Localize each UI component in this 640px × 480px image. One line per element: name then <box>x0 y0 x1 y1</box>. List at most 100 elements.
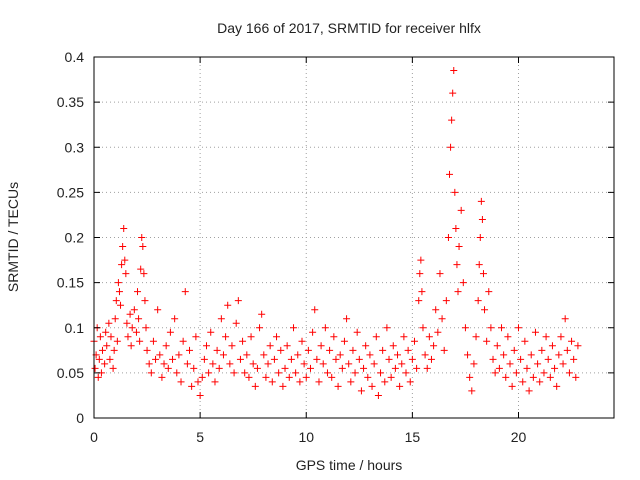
data-point <box>487 324 495 332</box>
data-point <box>568 337 576 345</box>
data-point <box>418 288 426 296</box>
data-point <box>140 270 148 278</box>
data-point <box>130 306 138 314</box>
data-point <box>519 378 527 386</box>
data-point <box>452 224 460 232</box>
data-point <box>311 306 319 314</box>
data-point <box>166 328 174 336</box>
data-point <box>123 319 131 327</box>
data-point <box>485 288 493 296</box>
data-point <box>105 319 113 327</box>
data-point <box>277 346 285 354</box>
data-point <box>447 143 455 151</box>
data-point <box>349 346 357 354</box>
data-point <box>377 369 385 377</box>
data-point <box>498 324 506 332</box>
data-point <box>421 351 429 359</box>
data-point <box>366 351 374 359</box>
data-point <box>115 288 123 296</box>
data-point <box>495 364 503 372</box>
data-point <box>205 369 213 377</box>
data-point <box>536 378 544 386</box>
data-point <box>136 337 144 345</box>
data-point <box>574 342 582 350</box>
data-point <box>302 373 310 381</box>
data-point <box>493 342 501 350</box>
data-point <box>209 360 217 368</box>
data-point <box>127 342 135 350</box>
data-point <box>192 333 200 341</box>
data-point <box>450 67 458 75</box>
data-point <box>508 382 516 390</box>
data-point <box>243 351 251 359</box>
data-point <box>565 369 573 377</box>
data-point <box>134 288 142 296</box>
data-point <box>464 351 472 359</box>
data-point <box>478 215 486 223</box>
data-point <box>432 306 440 314</box>
data-point <box>472 333 480 341</box>
data-point <box>538 346 546 354</box>
data-point <box>132 328 140 336</box>
data-point <box>224 301 232 309</box>
data-point <box>374 391 382 399</box>
data-point <box>171 315 179 323</box>
data-point <box>561 315 569 323</box>
data-point <box>521 337 529 345</box>
chart-title: Day 166 of 2017, SRMTID for receiver hlf… <box>217 20 481 36</box>
data-point <box>143 346 151 354</box>
data-point <box>338 364 346 372</box>
data-point <box>381 378 389 386</box>
data-point <box>459 279 467 287</box>
data-point <box>121 256 129 264</box>
data-point <box>183 360 191 368</box>
data-point <box>451 188 459 196</box>
data-point <box>491 369 499 377</box>
data-point <box>120 224 128 232</box>
x-axis-label: GPS time / hours <box>296 457 403 473</box>
x-tick-label: 20 <box>511 429 527 445</box>
data-point <box>294 351 302 359</box>
data-point <box>534 360 542 368</box>
data-point <box>270 355 278 363</box>
data-point <box>517 355 525 363</box>
data-point <box>417 256 425 264</box>
data-point <box>326 346 334 354</box>
data-point <box>351 369 359 377</box>
data-point <box>260 351 268 359</box>
data-point <box>179 337 187 345</box>
data-point <box>103 342 111 350</box>
data-point <box>551 364 559 372</box>
data-point <box>345 360 353 368</box>
data-point <box>145 360 153 368</box>
data-point <box>430 342 438 350</box>
data-point <box>298 337 306 345</box>
data-point <box>126 310 134 318</box>
data-point <box>525 387 533 395</box>
data-point <box>427 355 435 363</box>
data-point <box>548 342 556 350</box>
data-point <box>241 369 249 377</box>
data-point <box>117 301 125 309</box>
data-point <box>489 355 497 363</box>
data-point <box>268 378 276 386</box>
data-point <box>364 373 372 381</box>
data-point <box>512 369 520 377</box>
data-point <box>141 297 149 305</box>
data-point <box>306 364 314 372</box>
data-point <box>413 364 421 372</box>
x-tick-label: 0 <box>90 429 98 445</box>
data-point <box>353 328 361 336</box>
data-point <box>296 378 304 386</box>
data-point <box>398 360 406 368</box>
x-tick-label: 10 <box>298 429 314 445</box>
data-point <box>448 116 456 124</box>
data-point <box>387 373 395 381</box>
data-point <box>309 328 317 336</box>
data-point <box>442 297 450 305</box>
data-point <box>95 355 103 363</box>
data-point <box>266 342 274 350</box>
data-point <box>219 351 227 359</box>
data-point <box>152 355 160 363</box>
data-point <box>156 351 164 359</box>
